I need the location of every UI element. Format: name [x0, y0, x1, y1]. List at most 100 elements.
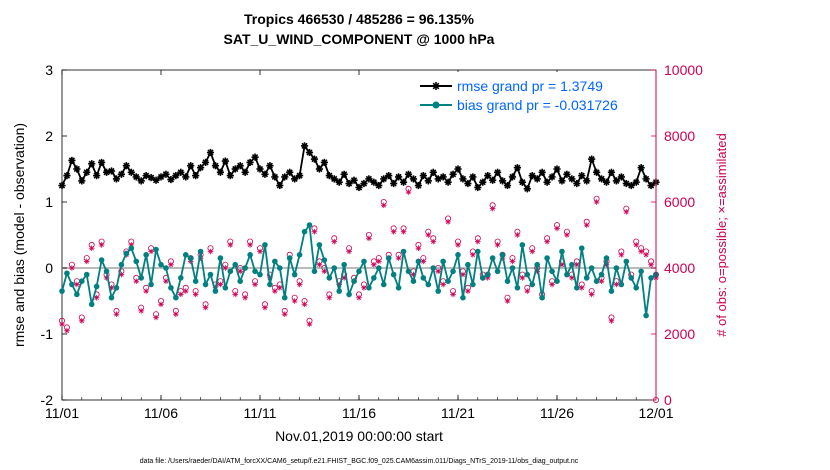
- obs-assimilated-point: [583, 222, 590, 228]
- obs-assimilated-point: [356, 294, 362, 301]
- bias-point: [296, 252, 303, 258]
- obs-assimilated-point: [465, 288, 471, 294]
- bias-point: [618, 281, 625, 288]
- bias-point: [217, 255, 224, 261]
- obs-assimilated-point: [366, 235, 372, 242]
- bias-point: [356, 268, 362, 275]
- obs-assimilated-point: [316, 261, 323, 268]
- bias-point: [326, 275, 333, 281]
- obs-assimilated-point: [405, 189, 412, 195]
- rmse-point: [315, 165, 323, 173]
- obs-assimilated-point: [232, 291, 239, 298]
- bias-point: [450, 268, 456, 275]
- obs-assimilated-point: [430, 238, 437, 245]
- rmse-point: [568, 175, 576, 183]
- bias-point: [113, 285, 120, 291]
- obs-assimilated-point: [158, 301, 164, 308]
- obs-assimilated-point: [554, 225, 560, 232]
- bias-point: [207, 271, 214, 278]
- obs-assimilated-point: [202, 304, 209, 311]
- obs-assimilated-point: [504, 298, 511, 304]
- bias-point: [158, 261, 164, 268]
- chart-title: Tropics 466530 / 485286 = 96.135%: [244, 11, 475, 27]
- bias-point: [79, 278, 85, 285]
- bias-point: [291, 271, 298, 278]
- bias-point: [494, 268, 501, 275]
- obs-assimilated-point: [168, 261, 174, 268]
- obs-assimilated-point: [182, 288, 189, 294]
- x-tick-label: 11/06: [144, 405, 178, 421]
- rmse-point: [563, 170, 571, 178]
- rmse-point: [147, 173, 155, 182]
- rmse-point: [266, 162, 274, 170]
- rmse-point: [399, 178, 408, 186]
- bias-point: [638, 268, 644, 275]
- bias-point: [59, 288, 65, 294]
- rmse-point: [553, 165, 561, 173]
- x-tick-label: 12/01: [638, 405, 673, 421]
- obs-assimilated-point: [281, 311, 288, 317]
- bias-point: [237, 278, 243, 285]
- x-tick-label: 11/16: [342, 405, 376, 421]
- bias-point: [425, 281, 432, 288]
- bias-point: [341, 261, 347, 268]
- rmse-point: [588, 155, 596, 163]
- rmse-point: [642, 175, 650, 183]
- rmse-series-group: [58, 142, 660, 193]
- rmse-point: [637, 164, 645, 172]
- rmse-point: [88, 160, 96, 168]
- rmse-point: [206, 148, 215, 157]
- rmse-point: [63, 172, 71, 180]
- obs-assimilated-point: [331, 238, 338, 245]
- bias-point: [440, 258, 446, 265]
- bias-point: [88, 301, 95, 308]
- rmse-point: [617, 173, 625, 181]
- obs-assimilated-point: [247, 242, 253, 248]
- bias-point: [430, 265, 437, 271]
- bias-point: [385, 255, 392, 261]
- obs-assimilated-point: [593, 199, 600, 205]
- bias-point: [336, 288, 343, 294]
- obs-assimilated-point: [455, 242, 461, 248]
- bias-point: [361, 258, 367, 265]
- right-y-tick-label: 2000: [664, 326, 695, 342]
- rmse-point: [330, 175, 338, 183]
- bias-point: [544, 255, 550, 261]
- bias-point: [83, 271, 90, 278]
- bias-point: [455, 252, 461, 258]
- obs-assimilated-point: [371, 261, 377, 268]
- obs-assimilated-point: [242, 294, 248, 301]
- obs-assimilated-point: [133, 278, 140, 284]
- obs-assimilated-point: [633, 242, 639, 248]
- rmse-point: [112, 175, 121, 183]
- rmse-point: [612, 177, 620, 185]
- rmse-point: [424, 177, 432, 185]
- obs-assimilated-point: [148, 248, 154, 255]
- bias-point: [64, 270, 70, 277]
- bias-point: [212, 288, 219, 294]
- rmse-point: [241, 168, 249, 176]
- bias-point: [272, 258, 278, 265]
- rmse-point: [503, 181, 512, 190]
- obs-assimilated-point: [83, 258, 90, 265]
- bias-point: [593, 278, 600, 285]
- rmse-point: [236, 162, 244, 170]
- right-y-tick-label: 0: [664, 392, 672, 408]
- rmse-point: [370, 178, 378, 186]
- bias-point: [648, 275, 654, 281]
- bias-point: [489, 255, 496, 261]
- obs-assimilated-point: [489, 205, 496, 212]
- bias-point: [574, 285, 580, 291]
- rmse-point: [627, 181, 635, 190]
- bias-point: [316, 242, 323, 248]
- obs-assimilated-point: [598, 278, 605, 284]
- bias-point: [633, 285, 639, 291]
- rmse-point: [261, 170, 269, 178]
- legend-bias-marker: [432, 101, 440, 109]
- bias-point: [504, 278, 511, 285]
- rmse-point: [345, 179, 353, 188]
- rmse-point: [132, 173, 140, 181]
- obs-assimilated-point: [494, 242, 501, 248]
- bias-point: [628, 275, 635, 281]
- rmse-point: [117, 170, 125, 178]
